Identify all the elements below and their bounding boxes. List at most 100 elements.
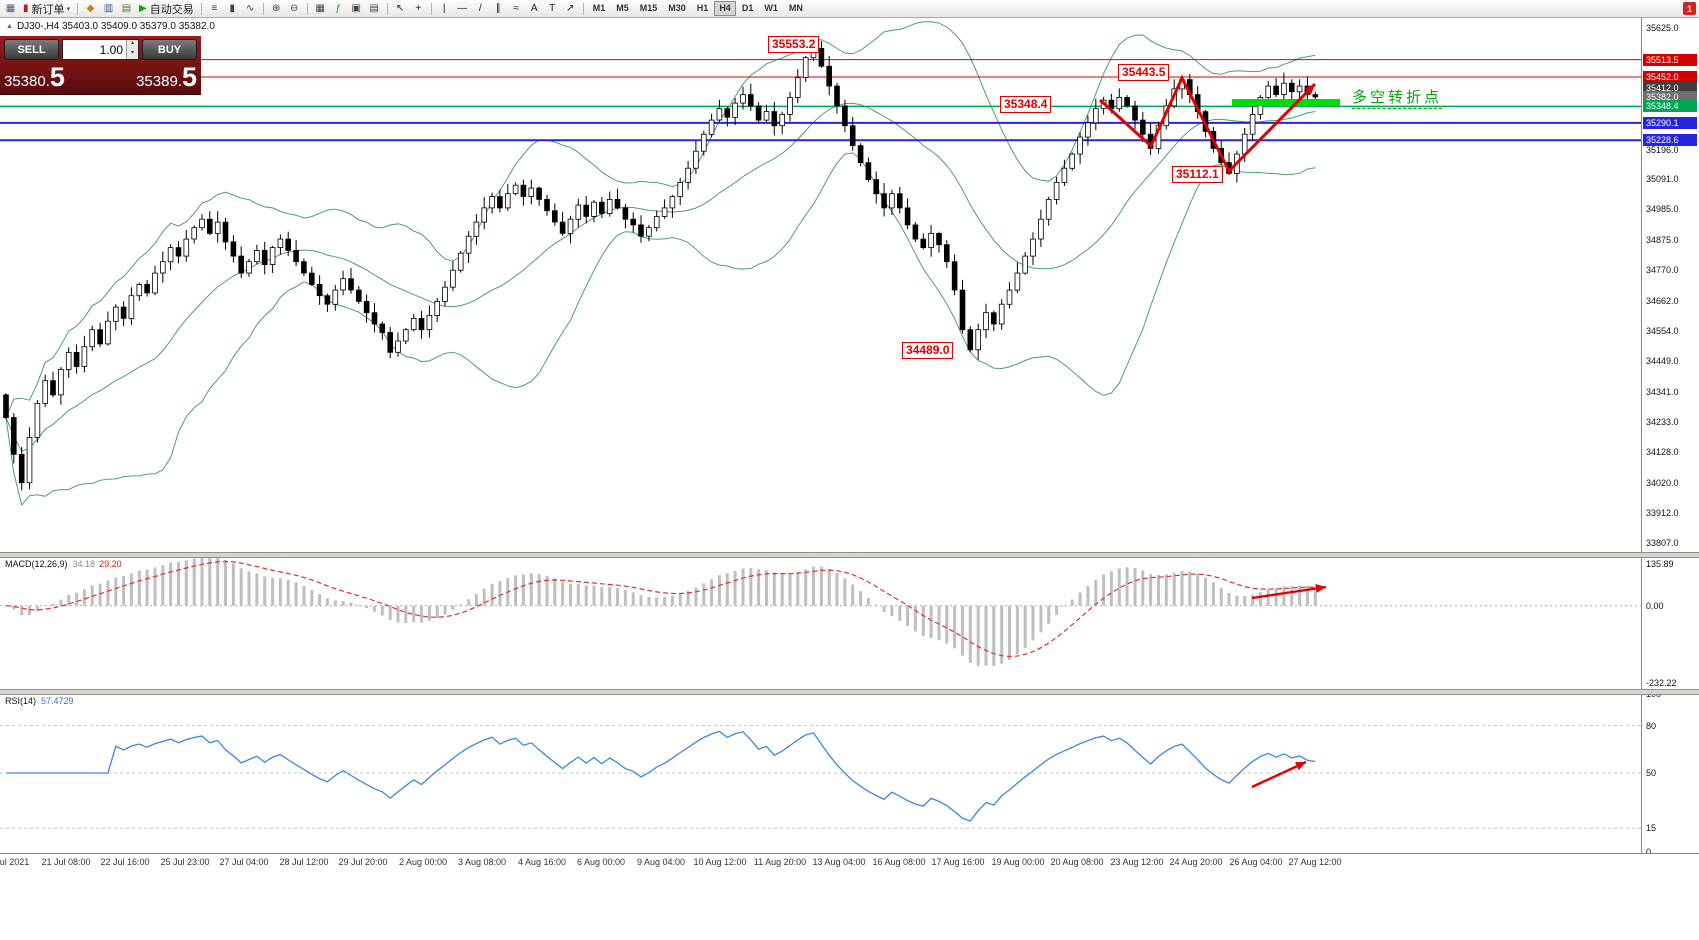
templates-icon: ▤ [369,2,379,14]
buy-price: 35389.5 [136,62,197,92]
zoom-out-icon[interactable]: ⊖ [286,1,303,16]
time-axis-label: 17 Aug 16:00 [931,857,985,867]
navigator-icon[interactable]: ◆ [82,1,99,16]
volume-field[interactable]: 1.00 ▴ ▾ [62,39,139,60]
timeframe-h1-button[interactable]: H1 [692,1,714,16]
sell-button[interactable]: SELL [4,39,59,60]
data-window-icon[interactable]: ▤ [118,1,135,16]
macd-histogram [12,557,1317,667]
timeframe-w1-button[interactable]: W1 [759,1,783,16]
timeframe-h4-button[interactable]: H4 [714,1,736,16]
price-axis-tick: 34662.0 [1646,296,1679,306]
time-axis-label: 22 Jul 16:00 [100,857,150,867]
time-axis-label: 4 Aug 16:00 [517,857,567,867]
time-axis[interactable]: 20 Jul 2021 21 Jul 08:00 22 Jul 16:00 25 Ju… [0,853,1699,872]
horizontal-line-icon[interactable]: — [454,1,471,16]
volume-spinner[interactable]: ▴ ▾ [126,40,138,59]
trendline-icon[interactable]: / [472,1,489,16]
volume-decrease-icon[interactable]: ▾ [127,49,138,59]
new-order-button: ▮ [23,2,29,14]
price-axis-tick: 34554.0 [1646,326,1679,336]
volume-value[interactable]: 1.00 [99,43,123,57]
price-axis-marker: 35290.1 [1643,117,1697,129]
navigator-icon: ◆ [86,2,95,14]
text-icon[interactable]: A [526,1,543,16]
tile-windows-icon[interactable]: ▦ [312,1,329,16]
time-axis-label: 24 Aug 20:00 [1169,857,1223,867]
macd-axis-label: 0.00 [1646,601,1664,611]
channel-icon[interactable]: ∥ [490,1,507,16]
indicators-icon[interactable]: ƒ [330,1,347,16]
price-axis-tick: 34875.0 [1646,235,1679,245]
one-click-toggle-icon[interactable]: ▲ [6,23,13,30]
fibonacci-icon[interactable]: ≈ [508,1,525,16]
new-order-button[interactable]: ▮ 新订单 ▾ [20,1,73,16]
chevron-down-icon: ▾ [66,5,71,13]
crosshair-icon[interactable]: + [410,1,427,16]
zoom-in-icon[interactable]: ⊕ [268,1,285,16]
toolbar-separator [582,2,584,15]
rsi-axis-label: 80 [1646,721,1657,731]
timeframe-d1-button[interactable]: D1 [737,1,759,16]
timeframe-m5-button[interactable]: M5 [611,1,634,16]
toolbar-separator [306,2,308,15]
periods-icon: ▣ [351,2,361,14]
auto-trading-button[interactable]: ▶ 自动交易 [136,1,197,16]
panel-divider-macd[interactable] [0,552,1699,558]
rsi-arrow[interactable] [1251,760,1307,789]
toolbar-separator [200,2,202,15]
macd-indicator-label: MACD(12,26,9) 34.18 29.20 [5,559,122,569]
bar-chart-icon[interactable]: ≡ [206,1,223,16]
vertical-line-icon[interactable]: | [436,1,453,16]
toolbar-separator [262,2,264,15]
market-watch-icon[interactable]: ▥ [100,1,117,16]
line-chart-icon[interactable]: ∿ [242,1,259,16]
time-axis-label: 19 Aug 00:00 [991,857,1045,867]
timeframe-m1-button[interactable]: M1 [588,1,611,16]
cursor-icon[interactable]: ↖ [392,1,409,16]
timeframe-mn-button[interactable]: MN [784,1,808,16]
candles-layer [3,41,1319,491]
price-axis-tick: 33912.0 [1646,508,1679,518]
arrow-icon: ↗ [566,2,575,14]
trend-zigzag-arrow[interactable] [1098,74,1317,174]
turning-point-highlight-bar[interactable] [1232,99,1340,106]
new-chart-icon[interactable]: ▦ [2,1,19,16]
periods-icon[interactable]: ▣ [348,1,365,16]
time-axis-label: 16 Aug 08:00 [872,857,926,867]
arrow-icon[interactable]: ↗ [562,1,579,16]
label-icon: T [549,2,556,14]
time-axis-label: 11 Aug 20:00 [753,857,807,867]
timeframe-m15-button[interactable]: M15 [635,1,663,16]
price-axis-marker: 35228.6 [1643,134,1697,146]
price-axis-tick: 33807.0 [1646,538,1679,548]
macd-signal-line [5,560,1316,658]
templates-icon[interactable]: ▤ [366,1,383,16]
macd-arrow[interactable] [1251,584,1327,600]
price-axis-tick: 35625.0 [1646,23,1679,33]
zoom-out-icon: ⊖ [290,2,299,14]
price-axis[interactable]: 35625.0 35196.0 35091.0 34985.0 34875.0 34770… [1641,17,1699,870]
volume-increase-icon[interactable]: ▴ [127,40,138,50]
label-icon[interactable]: T [544,1,561,16]
zoom-in-icon: ⊕ [272,2,281,14]
price-axis-tick: 35091.0 [1646,174,1679,184]
notification-badge[interactable]: 1 [1683,2,1696,15]
timeframe-m30-button[interactable]: M30 [663,1,691,16]
rsi-axis-label: 15 [1646,823,1657,833]
candlestick-icon[interactable]: ▮ [224,1,241,16]
toolbar-separator [430,2,432,15]
bollinger-bands [5,21,1316,506]
buy-button[interactable]: BUY [142,39,197,60]
crosshair-icon: + [415,2,422,14]
time-axis-label: 21 Jul 08:00 [41,857,91,867]
line-chart-icon: ∿ [246,2,255,14]
price-axis-tick: 34341.0 [1646,387,1679,397]
price-axis-marker: 35348.4 [1643,100,1697,112]
channel-icon: ∥ [495,2,501,14]
one-click-trading-panel: SELL 1.00 ▴ ▾ BUY 35380.5 35389.5 [0,36,201,95]
chart-canvas[interactable] [0,17,1641,870]
time-axis-label: 10 Aug 12:00 [693,857,747,867]
panel-divider-rsi[interactable] [0,689,1699,695]
time-axis-label: 3 Aug 08:00 [457,857,507,867]
